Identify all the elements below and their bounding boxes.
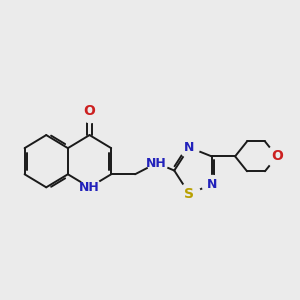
Text: N: N <box>184 141 194 154</box>
Text: N: N <box>206 178 217 191</box>
Text: O: O <box>271 149 283 163</box>
Text: NH: NH <box>146 157 167 169</box>
Text: S: S <box>184 187 194 201</box>
Text: O: O <box>84 104 95 118</box>
Text: NH: NH <box>79 181 100 194</box>
